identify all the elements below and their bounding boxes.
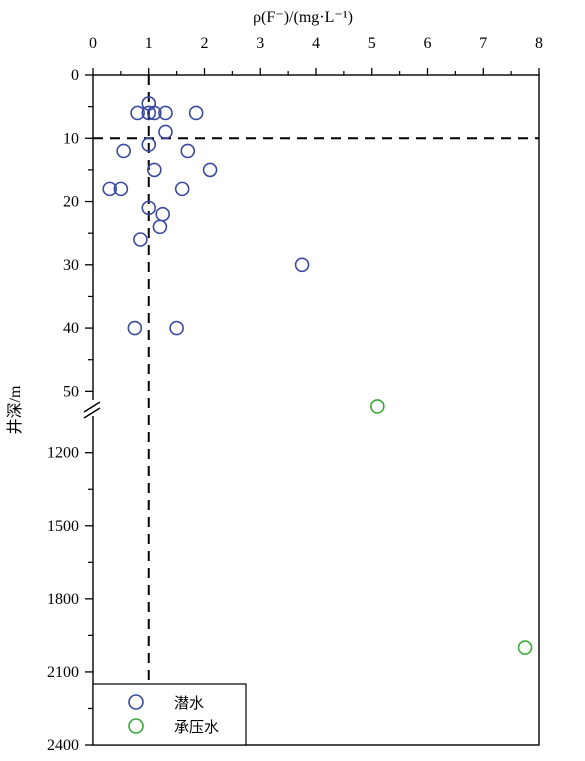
- data-point-series-1: [130, 105, 145, 121]
- legend: 潜水 承压水: [92, 683, 247, 746]
- axis-break-mark: [82, 400, 104, 419]
- legend-label-series-2: 承压水: [174, 718, 219, 736]
- data-point-series-1: [116, 143, 131, 159]
- data-point-series-1: [147, 105, 162, 121]
- data-point-series-1: [152, 219, 168, 235]
- x-tick-label: 2: [201, 35, 209, 52]
- data-point-series-1: [155, 206, 170, 222]
- data-point-series-1: [180, 143, 196, 159]
- x-tick-label: 8: [535, 35, 543, 52]
- legend-box: [92, 683, 247, 746]
- x-tick-label: 4: [312, 35, 320, 52]
- x-tick-label: 7: [479, 35, 487, 52]
- x-tick-label: 3: [256, 35, 264, 52]
- legend-label-series-1: 潜水: [174, 694, 204, 712]
- x-axis-ticks: 0 1 2 3 4 5 6 7 8: [89, 35, 543, 75]
- data-point-series-1: [127, 320, 143, 336]
- data-point-series-1: [133, 232, 148, 247]
- y-tick-label: 20: [63, 194, 79, 211]
- data-point-series-1: [141, 137, 157, 152]
- y-tick-label: 50: [63, 383, 79, 400]
- y-tick-label: 2100: [47, 664, 79, 681]
- legend-marker-series-1: [128, 694, 144, 710]
- y-tick-label: 1500: [47, 518, 79, 535]
- data-point-series-1: [158, 105, 173, 121]
- y-tick-label: 1200: [47, 445, 79, 462]
- data-point-series-1: [158, 124, 173, 140]
- data-point-series-1: [174, 181, 190, 197]
- x-tick-label: 6: [424, 35, 432, 52]
- data-point-series-1: [113, 181, 129, 197]
- data-point-series-1: [169, 320, 184, 336]
- data-point-series-1: [102, 181, 118, 197]
- data-point-series-1: [202, 162, 218, 178]
- data-point-series-1: [188, 105, 204, 121]
- y-axis-title: 井深/m: [6, 385, 24, 434]
- data-point-series-2: [370, 399, 385, 414]
- data-point-series-1: [294, 257, 310, 273]
- y-tick-label: 2400: [47, 737, 79, 754]
- y-tick-label: 40: [63, 320, 79, 337]
- data-point-series-2: [517, 640, 533, 655]
- x-axis-title: ρ(F⁻)/(mg·L⁻¹): [253, 9, 353, 26]
- y-tick-label: 10: [63, 130, 79, 147]
- legend-marker-series-2: [128, 718, 144, 734]
- data-points: [102, 96, 533, 655]
- y-tick-label: 1800: [47, 591, 79, 608]
- data-point-series-1: [147, 162, 162, 178]
- data-point-series-1: [141, 105, 157, 121]
- y-tick-label: 30: [63, 257, 79, 274]
- x-tick-label: 5: [368, 35, 376, 52]
- x-tick-label: 1: [145, 35, 153, 52]
- y-tick-label: 0: [71, 67, 79, 84]
- data-point-series-1: [141, 200, 157, 216]
- y-axis-ticks: 0 10 20 30 40 50 1200 1500 1800 2100 2400: [47, 67, 93, 754]
- x-tick-label: 0: [89, 35, 97, 52]
- plot-frame: [92, 74, 540, 746]
